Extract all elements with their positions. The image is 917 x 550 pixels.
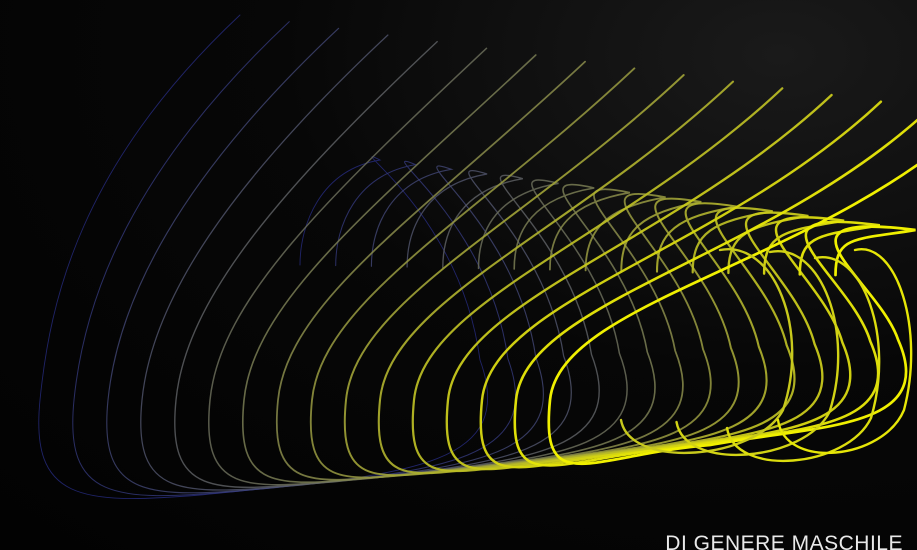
spiral-curve <box>411 87 796 473</box>
spiral-curve <box>513 118 917 467</box>
spiral-curve <box>619 248 794 455</box>
spiral-curve <box>275 60 684 481</box>
spiral-curve <box>208 47 628 486</box>
spiral-curve <box>725 256 881 463</box>
spiral-curve <box>242 54 656 483</box>
spiral-curve <box>106 27 544 494</box>
spiral-curve <box>776 248 913 455</box>
spiral-curve <box>72 21 516 497</box>
spiral-curve <box>38 14 489 499</box>
spiral-curve <box>140 34 572 491</box>
spiral-curve <box>343 74 740 477</box>
spiral-curve <box>675 250 840 457</box>
spiral-curve <box>174 40 600 489</box>
cover-caption: DI GENERE MASCHILE <box>665 532 903 550</box>
spiral-curve <box>547 163 917 465</box>
